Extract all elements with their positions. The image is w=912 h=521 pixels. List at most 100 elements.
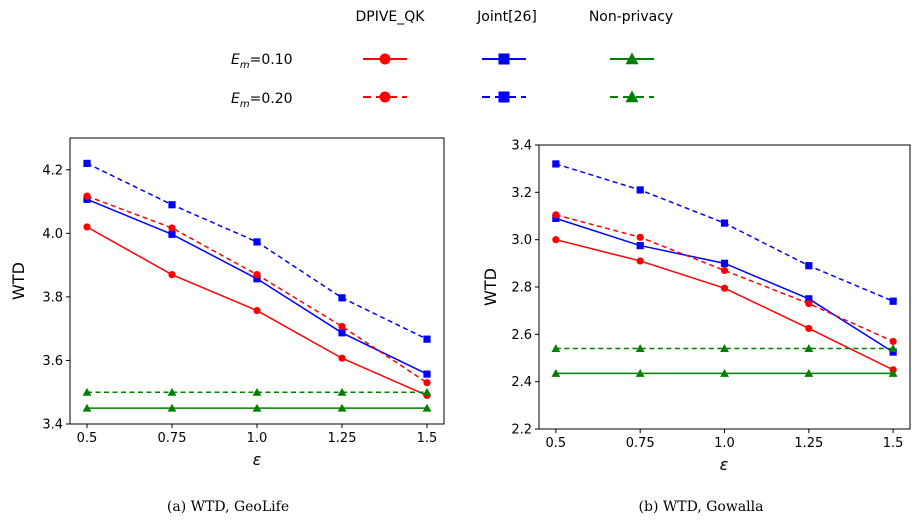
data-point-non-privacy-dashed	[888, 344, 898, 353]
data-point-non-privacy-dashed	[551, 344, 561, 353]
legend-row-em020: Em=0.20	[231, 91, 293, 110]
legend-swatches	[363, 52, 654, 103]
data-point-non-privacy-dashed	[720, 344, 729, 353]
x-tick-label: 1.0	[714, 436, 735, 451]
y-tick-label: 2.8	[511, 281, 532, 296]
caption-geolife: (a) WTD, GeoLife	[167, 499, 289, 515]
data-point-non-privacy-solid	[551, 368, 561, 377]
y-axis-title-geolife: WTD	[9, 262, 28, 300]
data-point-dpive-qk-dashed	[338, 322, 346, 331]
data-point-joint-26-dashed	[552, 160, 560, 168]
data-point-joint-26-dashed	[253, 238, 261, 246]
x-tick-label: 1.5	[417, 431, 438, 446]
y-axis-title-gowalla: WTD	[481, 268, 500, 306]
data-point-dpive-qk-dashed	[889, 337, 897, 346]
data-point-dpive-qk-dashed	[423, 379, 431, 387]
data-point-joint-26-solid	[720, 259, 729, 267]
data-point-joint-26-dashed	[83, 159, 91, 168]
data-point-non-privacy-solid	[82, 403, 92, 412]
x-tick-label: 0.5	[546, 436, 567, 451]
x-tick-label: 1.0	[247, 431, 268, 446]
data-point-dpive-qk-solid	[168, 271, 176, 279]
data-point-dpive-qk-dashed	[805, 299, 813, 308]
data-point-joint-26-dashed	[720, 219, 729, 227]
series-line-dpive-qk-dashed-gowalla	[555, 214, 894, 343]
data-point-joint-26-solid	[805, 295, 813, 303]
caption-gowalla: (b) WTD, Gowalla	[639, 499, 764, 515]
data-point-dpive-qk-solid	[253, 306, 261, 315]
data-point-non-privacy-solid	[252, 403, 262, 412]
legend-marker-non-privacy-solid	[625, 52, 639, 65]
data-point-joint-26-dashed	[168, 201, 176, 209]
data-point-joint-26-solid	[338, 329, 346, 337]
data-point-non-privacy-dashed	[635, 344, 645, 353]
data-point-joint-26-solid	[253, 275, 261, 283]
data-point-non-privacy-dashed	[804, 344, 814, 353]
data-point-dpive-qk-solid	[805, 324, 813, 333]
data-point-joint-26-solid	[889, 348, 897, 356]
y-tick-label: 2.4	[511, 375, 532, 390]
data-point-non-privacy-solid	[337, 403, 347, 412]
y-tick-label: 2.6	[511, 328, 532, 343]
data-point-dpive-qk-solid	[338, 354, 346, 362]
data-point-dpive-qk-dashed	[83, 192, 91, 200]
x-tick-label: 1.5	[883, 436, 904, 451]
x-tick-label: 1.25	[794, 436, 823, 451]
x-tick-label: 1.25	[328, 431, 357, 446]
data-point-dpive-qk-solid	[636, 257, 644, 265]
x-axis-title-gowalla: ε	[720, 455, 729, 474]
data-point-dpive-qk-solid	[83, 223, 91, 231]
series-line-joint-26-solid-geolife	[86, 198, 428, 375]
legend-marker-non-privacy-dashed	[625, 90, 639, 103]
data-point-dpive-qk-dashed	[253, 271, 261, 279]
panel-gowalla: WTD ε (b) WTD, Gowalla 0.5 0.75 1.0 1.25 1.5…	[481, 139, 911, 515]
y-tick-label: 3.6	[42, 354, 63, 369]
legend-row-em010: Em=0.10	[231, 52, 293, 71]
legend-marker-dpive-qk-dashed	[379, 91, 391, 103]
data-point-non-privacy-solid	[804, 368, 814, 377]
data-point-non-privacy-solid	[720, 368, 729, 377]
legend-marker-dpive-qk-solid	[379, 53, 391, 65]
data-point-non-privacy-dashed	[167, 387, 177, 396]
data-point-dpive-qk-solid	[552, 236, 560, 244]
data-point-dpive-qk-solid	[720, 284, 729, 292]
data-point-joint-26-solid	[168, 230, 176, 238]
data-point-joint-26-solid	[636, 241, 644, 250]
data-point-dpive-qk-dashed	[720, 266, 729, 275]
y-tick-label: 3.4	[511, 139, 532, 154]
data-point-non-privacy-solid	[888, 368, 898, 377]
data-point-non-privacy-dashed	[252, 387, 262, 396]
legend-marker-joint-26-dashed	[498, 91, 510, 103]
y-tick-label: 4.0	[42, 227, 63, 242]
data-point-joint-26-dashed	[338, 294, 346, 302]
y-tick-label: 3.0	[511, 233, 532, 248]
legend-col-nonprivacy: Non-privacy	[589, 9, 673, 25]
data-point-non-privacy-solid	[635, 368, 645, 377]
data-point-joint-26-solid	[423, 370, 431, 378]
data-point-dpive-qk-dashed	[552, 211, 560, 219]
data-point-joint-26-dashed	[805, 262, 813, 270]
legend-col-joint: Joint[26]	[476, 9, 537, 25]
data-point-non-privacy-dashed	[82, 387, 92, 396]
data-point-joint-26-dashed	[423, 335, 431, 343]
data-point-non-privacy-dashed	[337, 387, 347, 396]
data-point-dpive-qk-dashed	[636, 233, 644, 241]
data-point-joint-26-dashed	[889, 297, 897, 305]
data-point-joint-26-dashed	[636, 186, 644, 194]
data-point-dpive-qk-dashed	[168, 224, 176, 232]
x-tick-label: 0.75	[626, 436, 655, 451]
x-tick-label: 0.75	[158, 431, 187, 446]
legend-col-dpive: DPIVE_QK	[356, 9, 426, 25]
legend: DPIVE_QK Joint[26] Non-privacy Em=0.10 E…	[231, 9, 673, 110]
series-line-joint-26-dashed-gowalla	[555, 163, 894, 302]
x-tick-label: 0.5	[77, 431, 98, 446]
y-tick-label: 2.2	[511, 423, 532, 438]
x-axis-title-geolife: ε	[253, 450, 262, 469]
data-point-non-privacy-solid	[167, 403, 177, 412]
series-line-dpive-qk-dashed-geolife	[86, 195, 428, 384]
y-tick-label: 3.2	[511, 186, 532, 201]
legend-marker-joint-26-solid	[498, 53, 510, 65]
y-tick-label: 3.4	[42, 418, 63, 433]
data-point-non-privacy-solid	[422, 403, 432, 412]
